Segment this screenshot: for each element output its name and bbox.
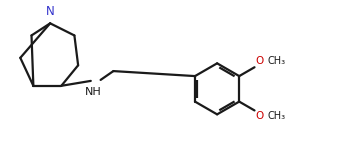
Text: O: O [255, 111, 264, 121]
Text: O: O [255, 56, 264, 66]
Text: CH₃: CH₃ [267, 111, 285, 121]
Text: CH₃: CH₃ [267, 56, 285, 66]
Text: NH: NH [84, 87, 101, 97]
Text: N: N [46, 5, 54, 18]
